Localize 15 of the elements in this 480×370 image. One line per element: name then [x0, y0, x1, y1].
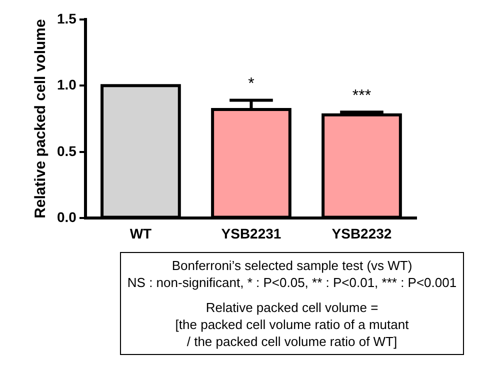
x-tick-label: YSB2232 [332, 225, 392, 242]
y-tick-label: 1.5 [56, 10, 77, 26]
text: Bonferroni’s selected sample test (vs WT) [170, 257, 414, 274]
annotation: * [248, 76, 254, 93]
text: NS : non-significant, * : P<0.05, ** : P<0.01, *** : P<0.001 [126, 274, 458, 291]
x-tick-label: YSB2231 [221, 225, 282, 242]
y-tick-label: 1.0 [56, 76, 77, 93]
annotation: *** [352, 88, 372, 105]
text: [the packed cell volume ratio of a mutant [174, 316, 410, 333]
text: Relative packed cell volume = [204, 299, 380, 316]
y-axis-title: Relative packed cell volume [32, 19, 50, 218]
y-tick-label: 0.5 [56, 142, 77, 159]
y-tick-label: 0.0 [56, 209, 77, 226]
x-tick-label: WT [130, 225, 152, 242]
text: / the packed cell volume ratio of WT] [186, 333, 398, 350]
